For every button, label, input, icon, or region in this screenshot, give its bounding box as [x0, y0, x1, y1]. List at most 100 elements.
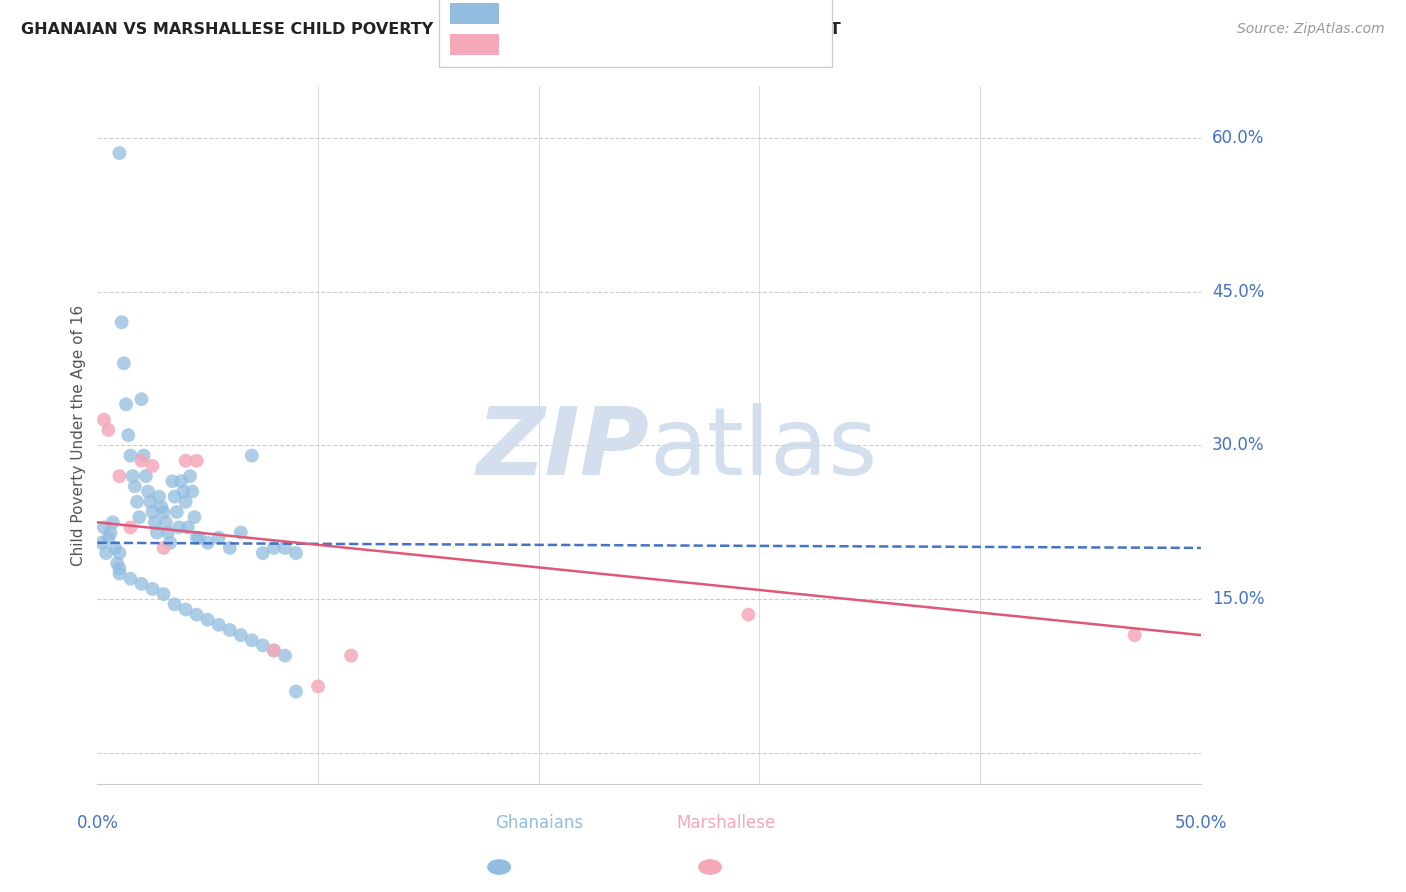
Point: [108, 469, 131, 483]
Point: [174, 602, 197, 616]
Point: [152, 587, 174, 601]
Point: [105, 557, 128, 571]
Point: [170, 475, 193, 489]
Point: [150, 500, 173, 514]
Text: R =: R =: [509, 36, 546, 54]
Point: [141, 505, 163, 519]
Point: [146, 525, 169, 540]
Text: ZIP: ZIP: [477, 403, 650, 495]
Point: [101, 516, 124, 530]
Point: [263, 643, 285, 657]
Point: [197, 613, 219, 627]
Point: [152, 505, 174, 519]
Point: [172, 484, 194, 499]
Point: [108, 546, 131, 560]
Point: [174, 454, 197, 468]
Point: [218, 541, 240, 555]
Point: [108, 566, 131, 581]
Text: Ghanaians: Ghanaians: [495, 814, 583, 832]
Point: [108, 561, 131, 575]
Text: N =: N =: [637, 4, 673, 22]
Point: [93, 413, 115, 427]
Point: [186, 531, 208, 545]
Point: [240, 449, 263, 463]
Point: [135, 469, 157, 483]
Point: [115, 397, 138, 411]
Point: [186, 607, 208, 622]
Point: [152, 541, 174, 555]
Point: [131, 454, 153, 468]
Point: [229, 628, 252, 642]
Point: [96, 546, 118, 560]
Point: [166, 505, 188, 519]
Point: [108, 146, 131, 161]
Point: [132, 449, 155, 463]
Point: [93, 520, 115, 534]
Point: [97, 423, 120, 437]
Text: 60.0%: 60.0%: [1212, 128, 1264, 146]
Point: [112, 356, 135, 370]
Point: [120, 520, 142, 534]
Point: [340, 648, 363, 663]
Point: [139, 495, 162, 509]
Point: [128, 510, 150, 524]
Text: -0.005: -0.005: [538, 4, 598, 22]
Point: [155, 516, 177, 530]
Point: [274, 648, 297, 663]
Point: [131, 577, 153, 591]
Point: [285, 546, 308, 560]
Text: N =: N =: [637, 36, 673, 54]
Point: [131, 392, 153, 407]
Point: [252, 546, 274, 560]
Point: [181, 484, 204, 499]
Text: Marshallese: Marshallese: [676, 814, 776, 832]
Point: [100, 525, 122, 540]
Point: [117, 428, 139, 442]
Point: [187, 531, 209, 545]
Point: [274, 541, 297, 555]
Point: [285, 684, 308, 698]
Point: [97, 531, 120, 545]
Point: [1123, 628, 1146, 642]
Point: [124, 479, 146, 493]
Point: [252, 639, 274, 653]
Text: 74: 74: [665, 4, 689, 22]
Point: [163, 598, 186, 612]
Point: [263, 643, 285, 657]
Text: 0.0%: 0.0%: [76, 814, 118, 832]
Point: [307, 680, 329, 694]
Point: [111, 315, 134, 329]
Point: [104, 541, 127, 555]
Text: R =: R =: [509, 4, 546, 22]
Point: [263, 541, 285, 555]
Point: [162, 475, 184, 489]
Point: [163, 490, 186, 504]
Text: 15.0%: 15.0%: [1212, 591, 1264, 608]
Point: [229, 525, 252, 540]
Point: [141, 458, 163, 473]
Point: [208, 531, 231, 545]
Text: 45.0%: 45.0%: [1212, 283, 1264, 301]
Text: -0.295: -0.295: [538, 36, 598, 54]
Text: 50.0%: 50.0%: [1174, 814, 1227, 832]
Point: [208, 618, 231, 632]
Point: [136, 484, 159, 499]
Point: [240, 633, 263, 648]
Point: [120, 449, 142, 463]
Point: [159, 536, 181, 550]
Point: [141, 582, 163, 596]
Point: [737, 607, 759, 622]
Text: GHANAIAN VS MARSHALLESE CHILD POVERTY UNDER THE AGE OF 16 CORRELATION CHART: GHANAIAN VS MARSHALLESE CHILD POVERTY UN…: [21, 22, 841, 37]
Point: [148, 490, 170, 504]
Text: 14: 14: [665, 36, 688, 54]
Text: 30.0%: 30.0%: [1212, 436, 1264, 454]
Point: [90, 536, 112, 550]
Point: [197, 536, 219, 550]
Point: [121, 469, 143, 483]
Point: [125, 495, 148, 509]
Point: [179, 469, 201, 483]
Y-axis label: Child Poverty Under the Age of 16: Child Poverty Under the Age of 16: [72, 304, 86, 566]
Point: [177, 520, 200, 534]
Point: [183, 510, 205, 524]
Point: [218, 623, 240, 637]
